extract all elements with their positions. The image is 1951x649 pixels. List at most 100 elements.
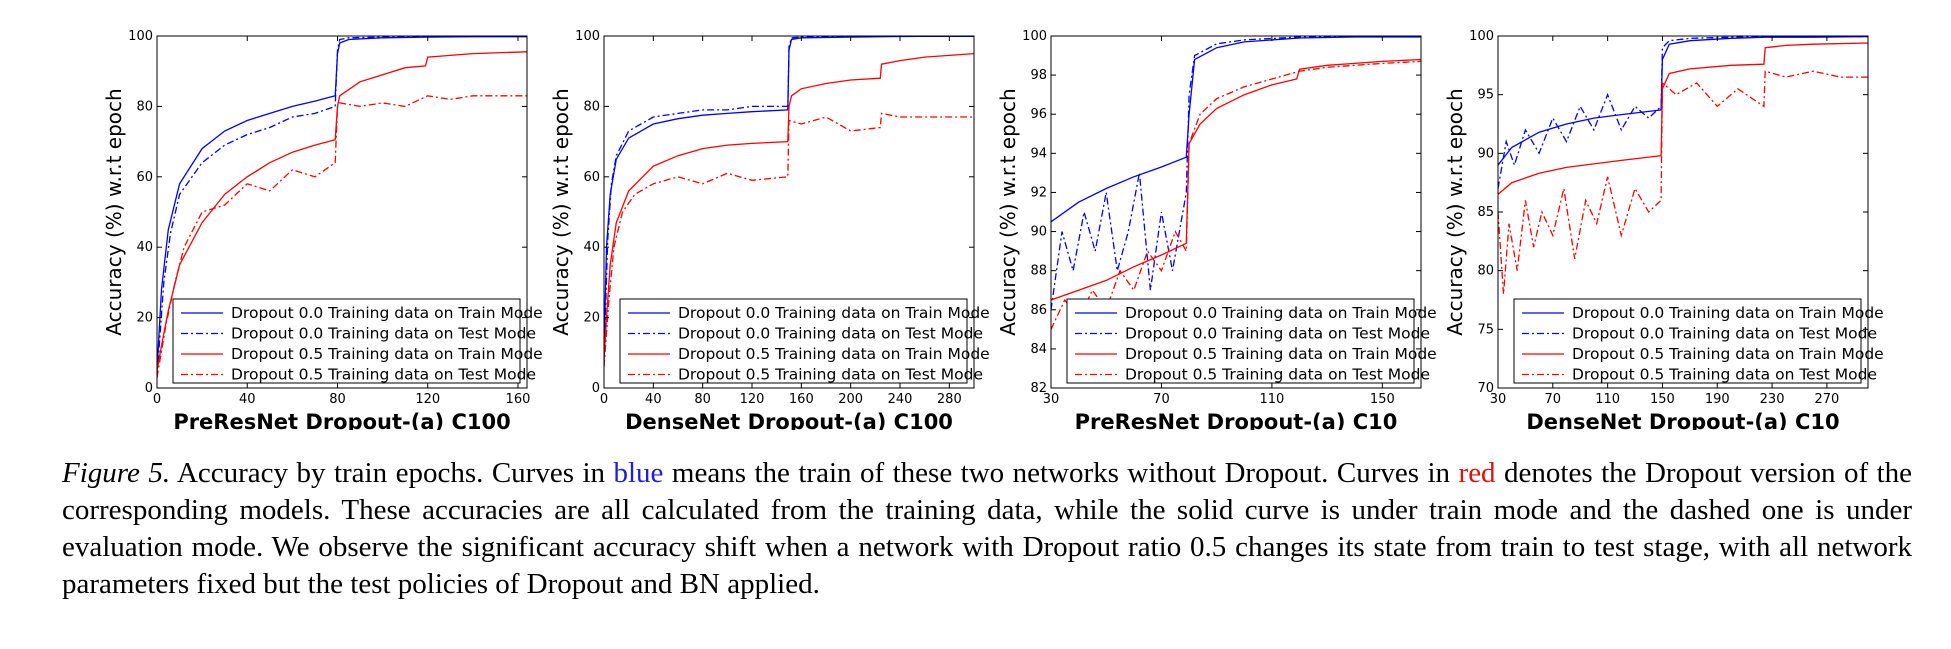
y-tick-label: 75 [1477, 322, 1494, 337]
y-axis-label: Accuracy (%) w.r.t epoch [996, 88, 1020, 335]
legend-entry: Dropout 0.0 Training data on Train Mode [231, 304, 543, 322]
y-tick-label: 40 [583, 240, 600, 255]
x-tick-label: 160 [506, 392, 531, 407]
plot-frame [1050, 35, 1422, 389]
x-tick-label: 120 [740, 392, 765, 407]
figure-panels: 0 40 80 120 160 0 20 40 60 80 100 PreResNet Dropout… [102, 29, 1884, 430]
figure-caption: Figure 5. Accuracy by train epochs. Curv… [62, 455, 1912, 603]
legend-entry: Dropout 0.5 Training data on Train Mode [1125, 345, 1437, 363]
legend-entry: Dropout 0.5 Training data on Test Mode [678, 366, 983, 384]
y-tick-label: 80 [136, 99, 153, 114]
series-line-3 [1498, 42, 1868, 195]
legend-box [619, 298, 968, 384]
x-tick-label: 110 [1259, 392, 1284, 407]
y-axis-label: Accuracy (%) w.r.t epoch [549, 88, 573, 335]
series-line-4 [1051, 60, 1421, 330]
y-tick-label: 100 [1022, 29, 1047, 44]
y-tick-label: 20 [583, 311, 600, 326]
series-line-2 [604, 36, 974, 360]
legend: Dropout 0.0 Training data on Train Mode D… [1513, 298, 1884, 384]
y-tick-label: 95 [1477, 88, 1494, 103]
x-tick-label: 200 [838, 392, 863, 407]
y-tick-label: 88 [1030, 264, 1047, 279]
legend-entry: Dropout 0.5 Training data on Test Mode [1125, 366, 1430, 384]
caption-text-3: denotes the Dropout version of the corre… [62, 457, 1913, 600]
y-tick-label: 70 [1477, 381, 1494, 396]
caption-red-word: red [1458, 457, 1496, 489]
x-tick-label: 240 [888, 392, 913, 407]
x-tick-label: 80 [329, 392, 346, 407]
legend-box [1513, 298, 1862, 384]
y-tick-label: 98 [1030, 68, 1047, 83]
series-line-4 [157, 95, 527, 378]
legend-entry: Dropout 0.5 Training data on Train Mode [231, 345, 543, 363]
charts-svg: 0 40 80 120 160 0 20 40 60 80 100 PreResNet Dropout… [102, 29, 1884, 430]
y-tick-label: 60 [583, 170, 600, 185]
y-tick-label: 90 [1477, 146, 1494, 161]
legend-entry: Dropout 0.5 Training data on Test Mode [231, 366, 536, 384]
y-tick-label: 84 [1030, 342, 1047, 357]
y-tick-label: 90 [1030, 225, 1047, 240]
chart-panel-4: 30 70 110 150 190 230 270707580859095100DenseN… [1443, 29, 1884, 430]
x-axis-label: PreResNet Dropout-(a) C10 [1075, 410, 1398, 430]
legend-box [1066, 298, 1415, 384]
x-tick-label: 110 [1595, 392, 1620, 407]
legend-box [172, 298, 521, 384]
x-tick-label: 270 [1814, 392, 1839, 407]
y-tick-label: 86 [1030, 303, 1047, 318]
plot-frame [156, 35, 528, 389]
y-tick-label: 80 [583, 99, 600, 114]
y-tick-label: 0 [592, 381, 600, 396]
legend-entry: Dropout 0.0 Training data on Train Mode [1572, 304, 1884, 322]
legend-entry: Dropout 0.0 Training data on Test Mode [231, 325, 536, 343]
y-tick-label: 60 [136, 170, 153, 185]
x-tick-label: 80 [694, 392, 711, 407]
y-tick-label: 94 [1030, 146, 1047, 161]
x-tick-label: 70 [1545, 392, 1562, 407]
plot-frame [603, 35, 975, 389]
x-tick-label: 150 [1370, 392, 1395, 407]
series-line-3 [1051, 58, 1421, 301]
x-axis-label: PreResNet Dropout-(a) C100 [173, 410, 510, 430]
y-tick-label: 20 [136, 311, 153, 326]
x-axis-label: DenseNet Dropout-(a) C10 [1526, 410, 1839, 430]
legend-entry: Dropout 0.0 Training data on Train Mode [1125, 304, 1437, 322]
x-tick-label: 0 [153, 392, 161, 407]
chart-panel-1: 0 40 80 120 160 0 20 40 60 80 100 PreResNet Dropout… [102, 29, 543, 430]
y-axis-label: Accuracy (%) w.r.t epoch [1443, 88, 1467, 335]
series-line-2 [1498, 36, 1868, 189]
y-tick-label: 100 [575, 29, 600, 44]
series-line-1 [157, 36, 527, 371]
chart-panel-2: 0 40 80 120 160 200 240 280 0 20 40 60 80 100 DenseNet… [549, 29, 990, 430]
series-line-3 [604, 52, 974, 360]
series-line-4 [604, 112, 974, 367]
caption-text-1: Accuracy by train epochs. Curves in [170, 457, 614, 489]
y-tick-label: 100 [1469, 29, 1494, 44]
x-axis-label: DenseNet Dropout-(a) C100 [625, 410, 953, 430]
x-tick-label: 280 [937, 392, 962, 407]
y-tick-label: 92 [1030, 185, 1047, 200]
x-tick-label: 70 [1153, 392, 1170, 407]
series-line-3 [157, 51, 527, 371]
chart-panel-3: 30 70 110 150 82 84 86 88 90 92 94 96 98 100 PreResNet… [996, 29, 1437, 430]
series-line-4 [1498, 70, 1868, 295]
x-tick-label: 40 [645, 392, 662, 407]
y-tick-label: 85 [1477, 205, 1494, 220]
x-tick-label: 120 [415, 392, 440, 407]
x-tick-label: 0 [600, 392, 608, 407]
x-tick-label: 160 [789, 392, 814, 407]
legend: Dropout 0.0 Training data on Train Mode D… [619, 298, 990, 384]
y-tick-label: 0 [145, 381, 153, 396]
legend-entry: Dropout 0.0 Training data on Test Mode [1125, 325, 1430, 343]
x-tick-label: 150 [1650, 392, 1675, 407]
legend: Dropout 0.0 Training data on Train Mode D… [172, 298, 543, 384]
caption-text-2: means the train of these two networks wi… [663, 457, 1459, 489]
legend-entry: Dropout 0.5 Training data on Train Mode [678, 345, 990, 363]
y-tick-label: 80 [1477, 264, 1494, 279]
x-tick-label: 230 [1760, 392, 1785, 407]
legend-entry: Dropout 0.0 Training data on Train Mode [678, 304, 990, 322]
caption-label: Figure 5. [62, 457, 171, 489]
y-tick-label: 82 [1030, 381, 1047, 396]
legend: Dropout 0.0 Training data on Train Mode D… [1066, 298, 1437, 384]
series-line-1 [1498, 36, 1868, 166]
